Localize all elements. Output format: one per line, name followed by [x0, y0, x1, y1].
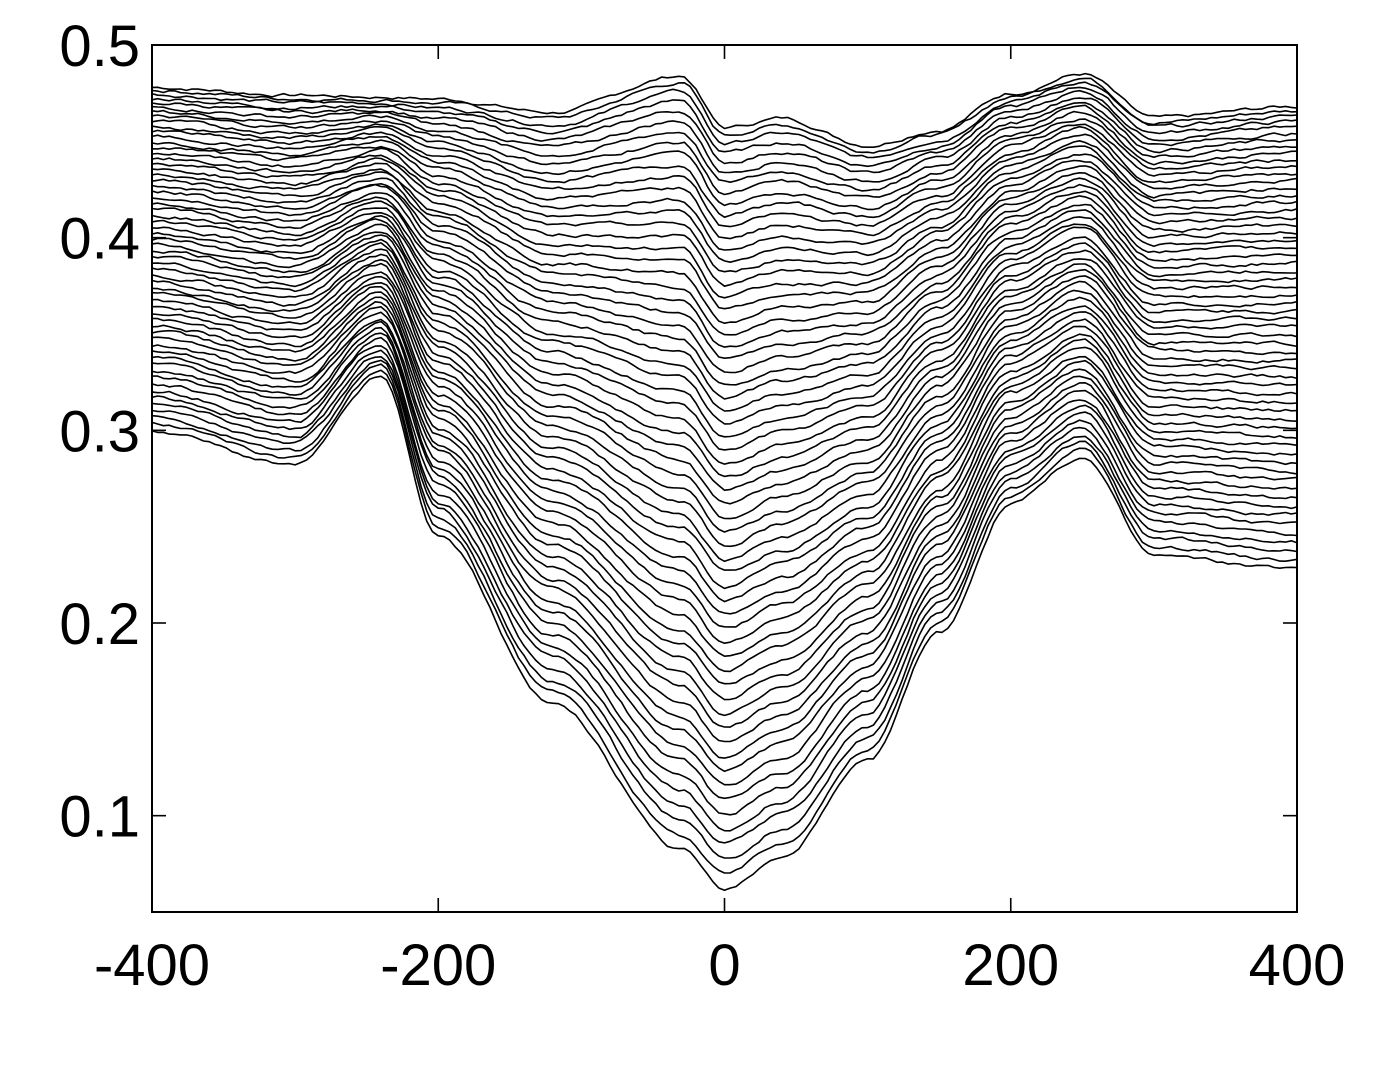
series-line	[151, 162, 1298, 310]
series-line	[151, 336, 1298, 786]
series-line	[151, 97, 1298, 183]
series-line	[151, 89, 1298, 174]
series-line	[151, 192, 1298, 386]
series-line	[151, 320, 1298, 743]
plot-area-frame	[151, 44, 1298, 913]
series-line	[151, 125, 1298, 240]
series-line	[151, 157, 1298, 299]
y-tick-label: 0.5	[59, 14, 140, 79]
series-line	[151, 183, 1297, 374]
x-tick-label: -400	[94, 933, 210, 998]
series-line	[151, 286, 1298, 644]
series-line	[151, 207, 1298, 425]
series-line	[151, 200, 1298, 412]
series-line	[151, 168, 1298, 324]
series-line	[151, 183, 1298, 359]
series-line	[151, 262, 1298, 590]
series-line	[151, 296, 1298, 673]
series-line	[151, 291, 1298, 657]
series-line	[151, 375, 1298, 892]
series-line	[151, 248, 1298, 548]
series-line	[151, 177, 1298, 348]
series-line	[151, 359, 1298, 844]
series-line	[151, 253, 1298, 563]
series-line	[151, 271, 1298, 603]
series-line	[151, 212, 1298, 438]
series-line	[151, 104, 1297, 198]
series-line	[151, 282, 1298, 628]
x-tick-label: 200	[962, 933, 1059, 998]
y-tick-label: 0.1	[59, 785, 140, 850]
series-line	[151, 123, 1298, 228]
series-line	[151, 215, 1298, 451]
series-line	[151, 258, 1298, 571]
series-line	[151, 86, 1298, 168]
series-line	[151, 81, 1298, 159]
series-line	[151, 140, 1298, 263]
series-line	[151, 311, 1298, 717]
series-line	[151, 369, 1298, 874]
series-line	[151, 231, 1298, 491]
series-line	[151, 301, 1298, 685]
series-line	[151, 133, 1298, 251]
x-tick-label: 0	[708, 933, 740, 998]
x-tick-label: -200	[380, 933, 496, 998]
series-line	[151, 171, 1298, 336]
series-line	[151, 223, 1298, 478]
series-line	[151, 196, 1297, 400]
x-tick-label: 400	[1249, 933, 1346, 998]
series-line	[151, 356, 1298, 832]
series-line	[151, 72, 1298, 148]
series-line	[151, 349, 1298, 816]
y-tick-label: 0.2	[59, 592, 140, 657]
series-line	[151, 77, 1298, 154]
series-line	[151, 153, 1298, 287]
series-line	[151, 242, 1298, 533]
series-line	[151, 118, 1297, 219]
series-line	[151, 306, 1298, 701]
series-line	[151, 363, 1298, 859]
series-line	[151, 101, 1298, 192]
series-line	[152, 332, 1298, 773]
y-tick-label: 0.3	[59, 399, 140, 464]
series-line	[151, 110, 1298, 211]
series-line	[151, 326, 1298, 759]
series-line	[151, 318, 1298, 728]
series-line	[151, 275, 1298, 615]
series-line	[151, 145, 1298, 273]
y-tick-label: 0.4	[59, 207, 140, 272]
series-line	[151, 345, 1298, 800]
series-line	[151, 238, 1298, 520]
series-layer	[151, 72, 1298, 892]
tick-layer: -400 -200 0 200 400 0.1 0.2 0.3 0.4 0.5	[59, 14, 1345, 998]
series-line	[151, 218, 1298, 465]
series-line	[151, 234, 1298, 505]
